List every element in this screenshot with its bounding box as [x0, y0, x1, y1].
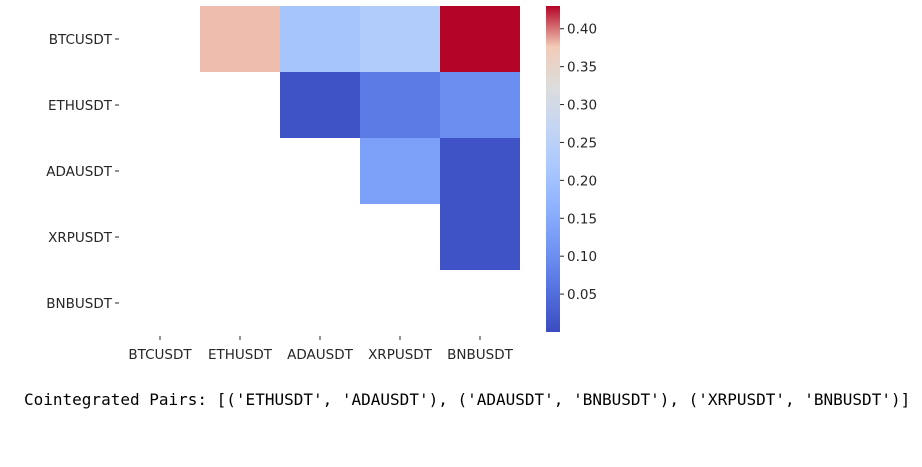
- colorbar: [546, 6, 560, 332]
- column-label-ethusdt: ETHUSDT: [208, 347, 273, 363]
- heatmap-cell-xrpusdt-bnbusdt: [440, 204, 520, 270]
- heatmap-cell-adausdt-bnbusdt: [440, 138, 520, 204]
- row-label-xrpusdt: XRPUSDT: [48, 230, 113, 246]
- row-label-adausdt: ADAUSDT: [46, 164, 112, 180]
- heatmap-cell-ethusdt-xrpusdt: [360, 72, 440, 138]
- row-label-btcusdt: BTCUSDT: [49, 32, 113, 48]
- heatmap-cell-btcusdt-adausdt: [280, 6, 360, 72]
- colorbar-tick-label: 0.30: [567, 98, 597, 114]
- heatmap-cell-ethusdt-adausdt: [280, 72, 360, 138]
- heatmap-cell-btcusdt-xrpusdt: [360, 6, 440, 72]
- row-label-ethusdt: ETHUSDT: [48, 98, 113, 114]
- pvalue-heatmap: BTCUSDT ETHUSDT ADAUSDT XRPUSDT BNBUSDT BTCU…: [46, 6, 597, 363]
- heatmap-cells: [200, 6, 520, 270]
- column-label-btcusdt: BTCUSDT: [128, 347, 192, 363]
- heatmap-cell-adausdt-xrpusdt: [360, 138, 440, 204]
- colorbar-tick-label: 0.35: [567, 60, 597, 76]
- column-label-adausdt: ADAUSDT: [287, 347, 353, 363]
- colorbar-tick-labels: 0.05 0.10 0.15 0.20 0.25 0.30 0.35 0.40: [560, 22, 597, 303]
- heatmap-cell-ethusdt-bnbusdt: [440, 72, 520, 138]
- colorbar-tick-label: 0.20: [567, 173, 597, 189]
- column-label-bnbusdt: BNBUSDT: [447, 347, 513, 363]
- colorbar-tick-label: 0.05: [567, 287, 597, 303]
- colorbar-tick-label: 0.10: [567, 249, 597, 265]
- cointegrated-pairs-output: Cointegrated Pairs: [('ETHUSDT', 'ADAUSD…: [24, 390, 911, 409]
- column-tick-labels: BTCUSDT ETHUSDT ADAUSDT XRPUSDT BNBUSDT: [128, 336, 514, 363]
- colorbar-tick-label: 0.25: [567, 135, 597, 151]
- heatmap-cell-btcusdt-ethusdt: [200, 6, 280, 72]
- heatmap-cell-btcusdt-bnbusdt: [440, 6, 520, 72]
- column-label-xrpusdt: XRPUSDT: [368, 347, 433, 363]
- colorbar-tick-label: 0.40: [567, 22, 597, 38]
- colorbar-tick-label: 0.15: [567, 211, 597, 227]
- row-tick-labels: BTCUSDT ETHUSDT ADAUSDT XRPUSDT BNBUSDT: [46, 32, 119, 312]
- row-label-bnbusdt: BNBUSDT: [46, 296, 112, 312]
